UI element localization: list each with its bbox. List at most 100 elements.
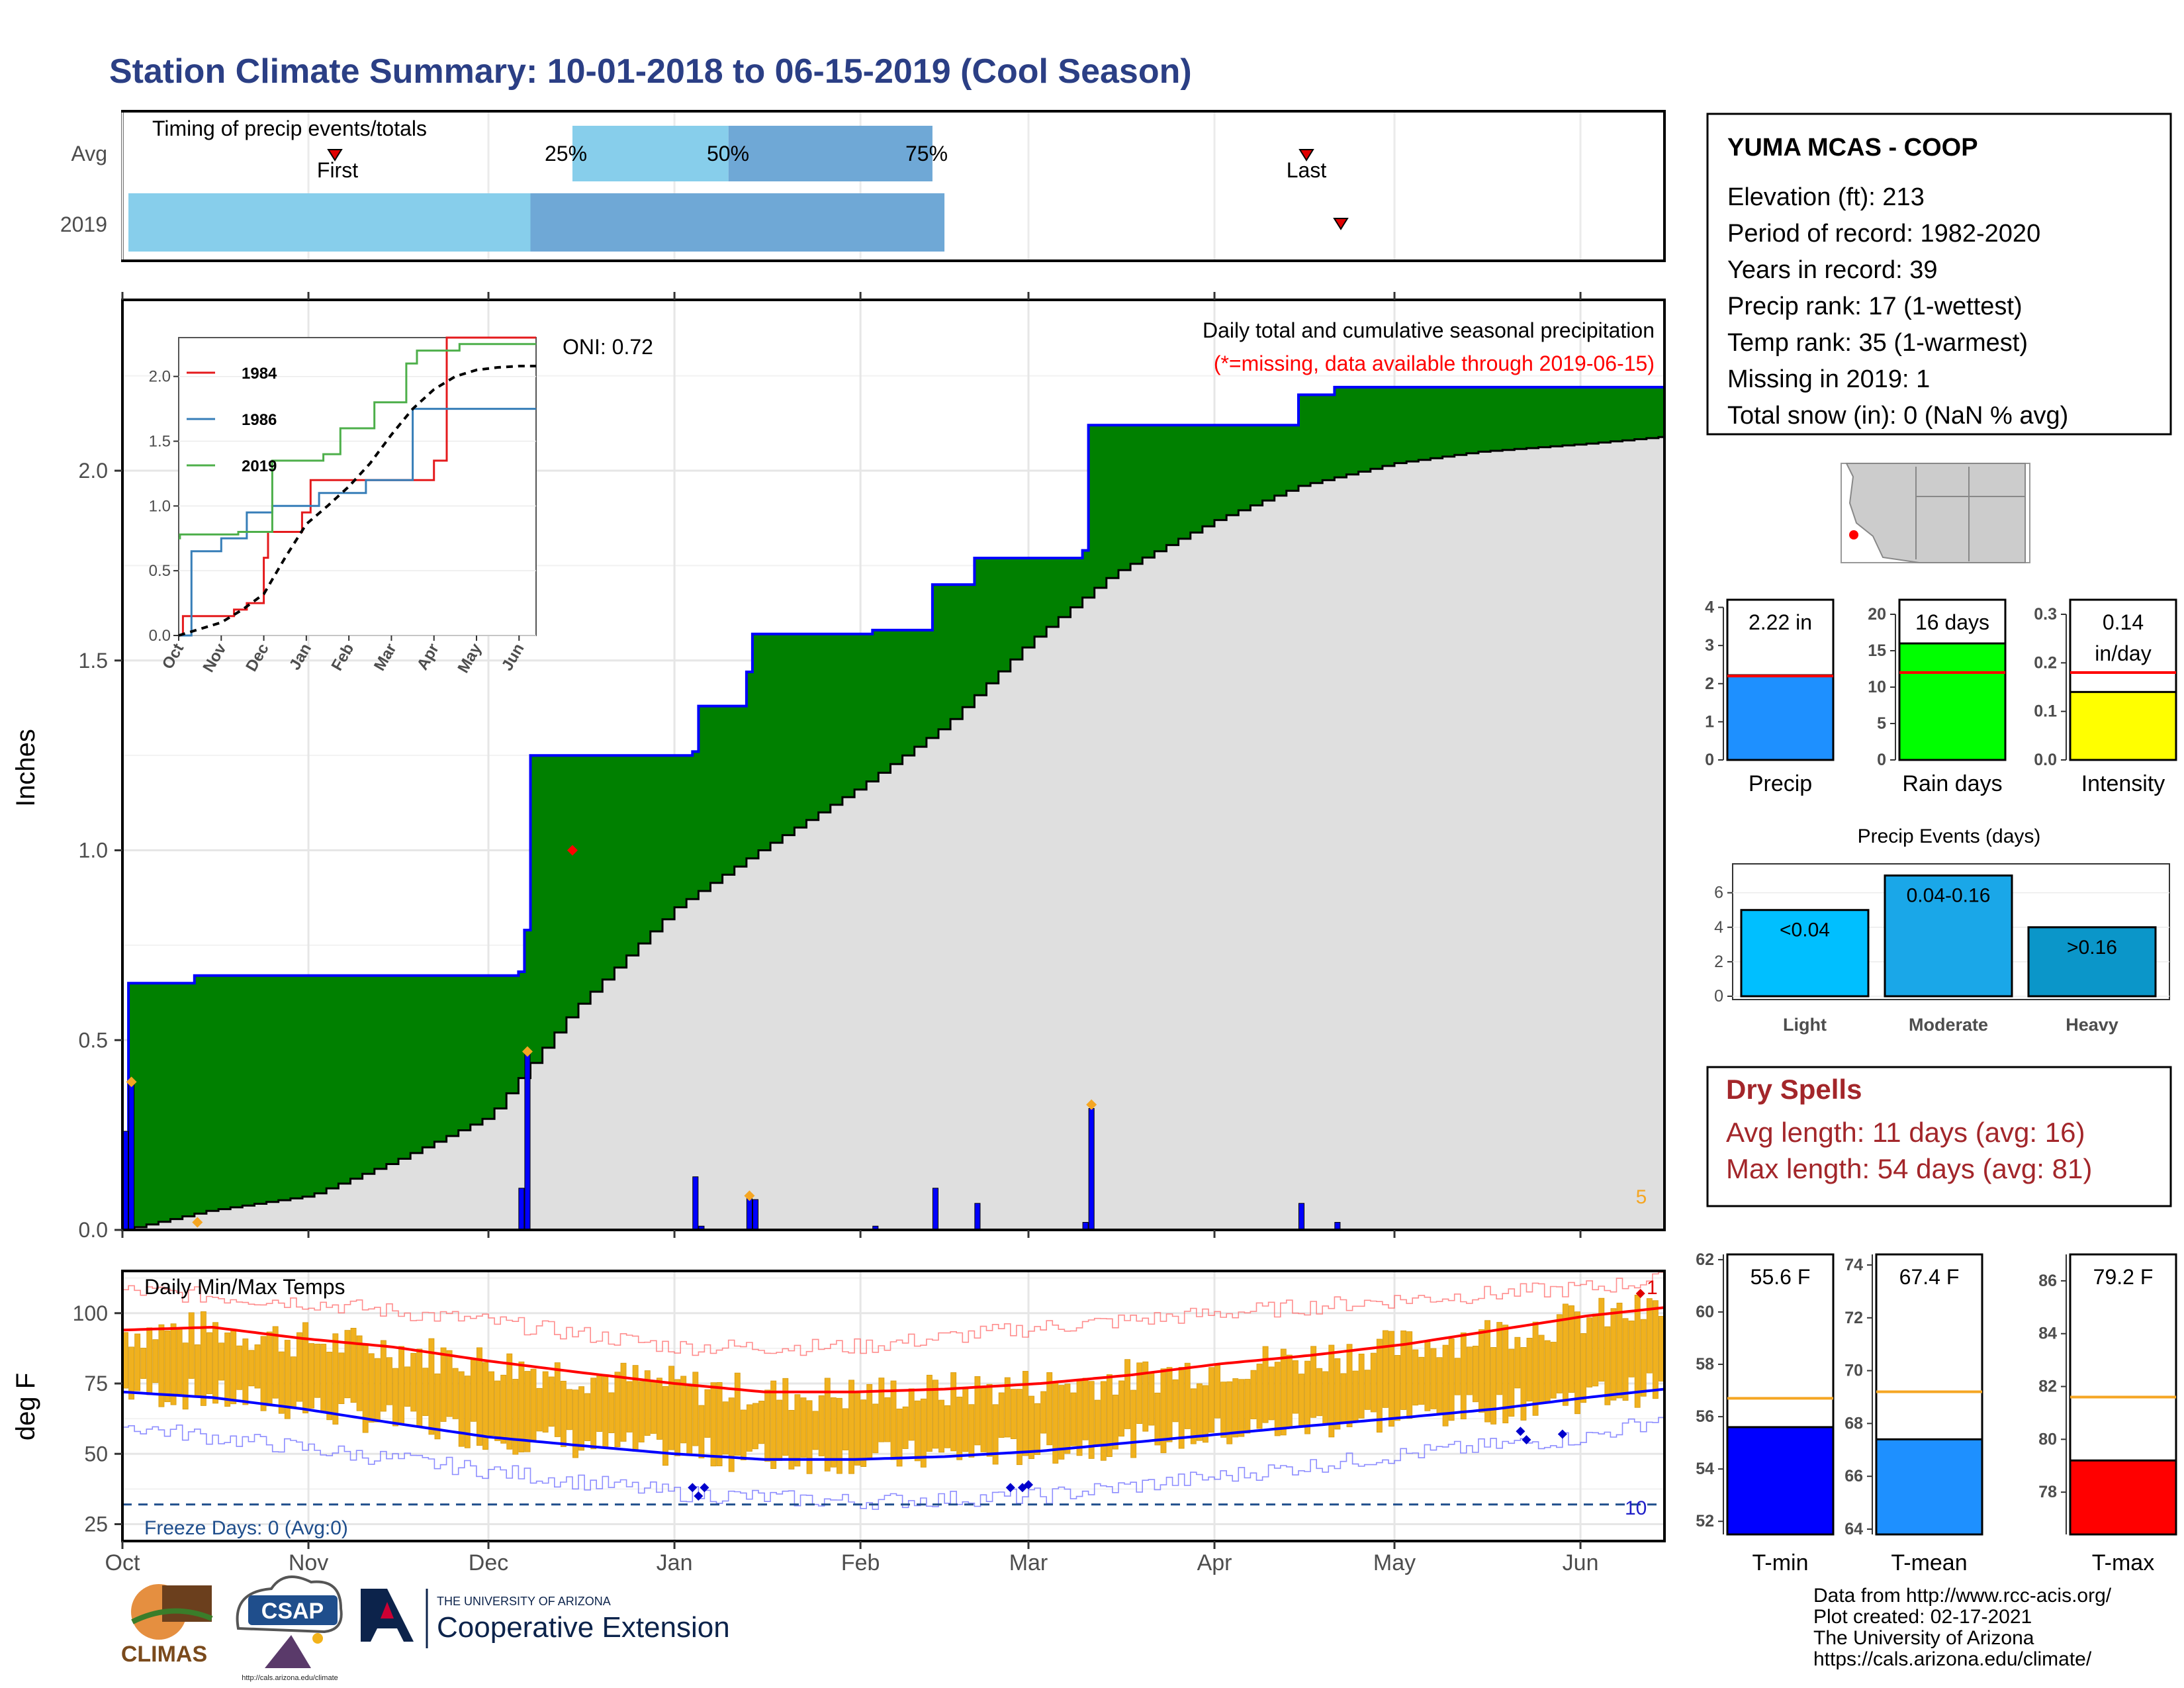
daily-temp-bar <box>1544 1340 1551 1402</box>
temp-bar-y-tick-label: 54 <box>1696 1460 1714 1478</box>
daily-temp-bar <box>1328 1344 1335 1438</box>
summary-y-tick-label: 0.1 <box>2034 702 2057 721</box>
daily-temp-bar <box>1448 1338 1455 1421</box>
climas-logo: CLIMAS <box>121 1584 213 1667</box>
oni-label: ONI: 0.72 <box>563 335 653 359</box>
daily-temp-bar <box>350 1327 357 1403</box>
daily-temp-bar <box>458 1371 465 1447</box>
daily-temp-bar <box>242 1338 249 1405</box>
daily-temp-bar <box>224 1333 231 1407</box>
station-info-line: Temp rank: 35 (1-warmest) <box>1727 329 2028 357</box>
daily-temp-bar <box>620 1362 627 1442</box>
summary-y-tick-label: 2 <box>1705 675 1714 693</box>
summary-value-label: 2.22 in <box>1749 610 1812 634</box>
daily-temp-bar <box>536 1387 543 1432</box>
daily-temp-bar <box>1232 1378 1239 1438</box>
summary-y-tick-label: 20 <box>1868 605 1886 624</box>
daily-temp-bar <box>1400 1330 1407 1410</box>
daily-temp-bar <box>560 1380 567 1447</box>
temp-y-tick-label: 75 <box>84 1372 108 1395</box>
temp-bar-t-max <box>2069 1459 2177 1536</box>
daily-temp-bar <box>374 1358 381 1423</box>
temp-x-tick-label: Feb <box>841 1550 880 1575</box>
csap-logo: CSAP http://cals.arizona.edu/climate <box>236 1575 343 1682</box>
inset-y-tick-label: 2.0 <box>149 368 171 386</box>
dry-spells-max: Max length: 54 days (avg: 81) <box>1726 1153 2092 1184</box>
daily-temp-bar <box>614 1372 621 1448</box>
cold-marker <box>1522 1435 1531 1444</box>
daily-temp-bar <box>308 1343 315 1409</box>
daily-temp-bar <box>1100 1381 1107 1461</box>
daily-temp-bar <box>962 1387 969 1452</box>
daily-temp-bar <box>548 1376 555 1427</box>
daily-temp-bar <box>1502 1325 1509 1424</box>
daily-temp-bar <box>428 1338 435 1435</box>
daily-temp-bar <box>842 1408 848 1450</box>
daily-temp-bar <box>338 1352 345 1405</box>
credit-line-4: https://cals.arizona.edu/climate/ <box>1813 1648 2092 1670</box>
daily-temp-bar <box>1646 1298 1653 1374</box>
daily-temp-bar <box>572 1389 578 1458</box>
daily-temp-bar <box>926 1374 933 1452</box>
daily-temp-bar <box>914 1400 921 1462</box>
daily-temp-bar <box>1592 1313 1599 1387</box>
precip-caption: Daily total and cumulative seasonal prec… <box>1203 318 1655 342</box>
daily-temp-bar <box>1352 1370 1359 1421</box>
daily-temp-bar <box>992 1404 999 1465</box>
daily-temp-bar <box>152 1339 159 1383</box>
daily-temp-bar <box>206 1332 212 1394</box>
daily-temp-bar <box>1580 1333 1587 1403</box>
daily-temp-bar <box>128 1346 135 1400</box>
daily-temp-bar <box>1370 1352 1377 1413</box>
daily-temp-bar <box>794 1394 801 1467</box>
daily-temp-bar <box>1490 1347 1497 1425</box>
daily-temp-bar <box>764 1389 771 1462</box>
temp-y-tick-label: 100 <box>73 1301 108 1325</box>
temp-bar-value: 79.2 F <box>2093 1265 2154 1289</box>
dry-spells-box: Dry Spells Avg length: 11 days (avg: 16)… <box>1706 1066 2172 1207</box>
daily-temp-bar <box>404 1366 411 1407</box>
daily-temp-bar <box>1304 1360 1310 1434</box>
daily-temp-bar <box>1166 1367 1173 1442</box>
station-box: YUMA MCAS - COOP Elevation (ft): 213 Peri… <box>1706 113 2172 436</box>
daily-temp-bar <box>266 1331 273 1407</box>
daily-temp-bar <box>1088 1381 1095 1459</box>
missing-marker <box>522 1046 533 1057</box>
daily-temp-bar <box>890 1380 897 1460</box>
avg-p50-label: 50% <box>707 142 749 165</box>
daily-temp-bar <box>1442 1344 1449 1427</box>
daily-temp-bar <box>260 1336 267 1411</box>
daily-temp-bar <box>1598 1297 1605 1382</box>
missing-note: (*=missing, data available through 2019-… <box>1214 352 1655 375</box>
summary-bar-precip <box>1726 674 1835 761</box>
temp-x-tick-label: Apr <box>1197 1550 1232 1575</box>
precip-y-label: Inches <box>11 729 40 807</box>
timing-title: Timing of precip events/totals <box>152 117 427 140</box>
daily-temp-bar <box>302 1322 308 1414</box>
daily-temp-bar <box>1184 1362 1191 1429</box>
temp-bar-y-tick-label: 82 <box>2038 1378 2057 1396</box>
daily-temp-bar <box>656 1378 662 1440</box>
daily-temp-bar <box>944 1405 951 1448</box>
daily-temp-bar <box>956 1396 963 1460</box>
temp-x-tick-label: Dec <box>469 1550 508 1575</box>
cold-marker <box>694 1491 704 1501</box>
daily-temp-bar <box>650 1380 657 1434</box>
daily-precip-bar <box>518 1188 525 1231</box>
daily-temp-bar <box>170 1323 177 1405</box>
daily-temp-bar <box>1538 1335 1545 1403</box>
daily-temp-bar <box>1016 1389 1023 1466</box>
daily-temp-bar <box>500 1374 507 1444</box>
daily-temp-bar <box>530 1368 537 1442</box>
daily-temp-bar <box>1238 1379 1245 1437</box>
daily-temp-bar <box>1274 1362 1281 1436</box>
daily-temp-bar <box>422 1368 429 1417</box>
avg-cumulative-line <box>122 436 1664 1231</box>
daily-temp-bar <box>1586 1317 1593 1387</box>
daily-temp-bar <box>758 1401 764 1444</box>
precip-events-chart: Precip Events (days) 0 2 4 6 <0.04 Light 0.04-… <box>1714 825 2170 1035</box>
daily-temp-bar <box>1034 1403 1041 1455</box>
events-y-tick-label: 0 <box>1714 987 1723 1006</box>
daily-temp-bar <box>182 1342 189 1410</box>
daily-temp-bar <box>854 1392 861 1466</box>
